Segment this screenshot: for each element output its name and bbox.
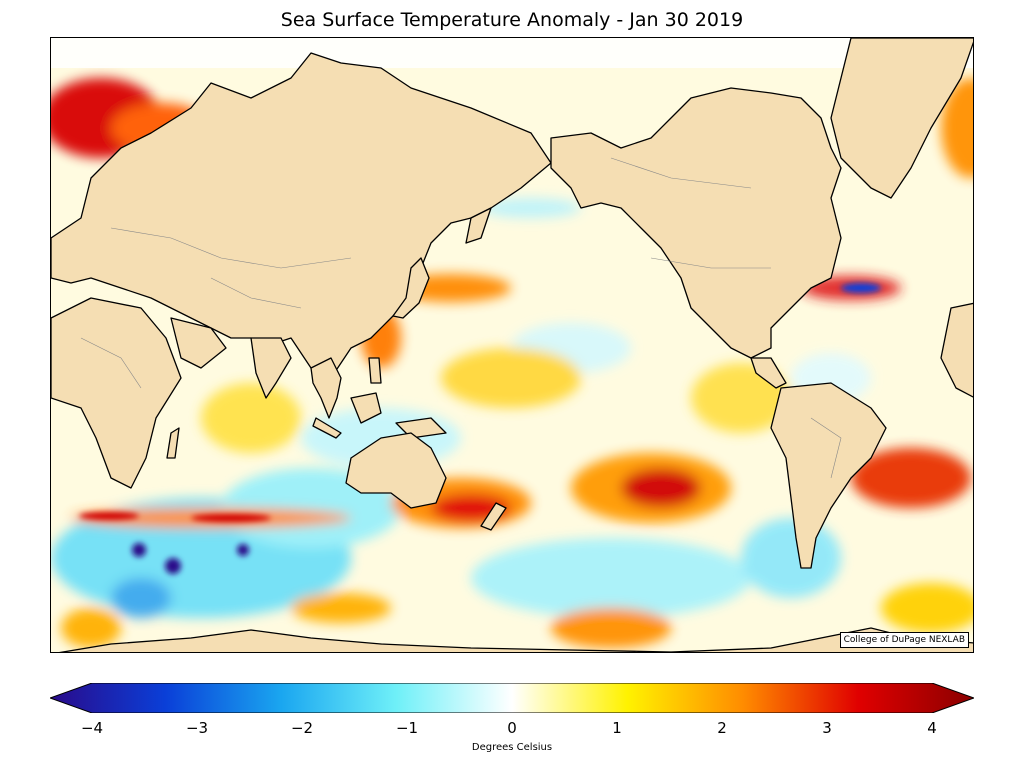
land-japan	[392, 257, 430, 319]
colorbar-tick-label: −4	[80, 719, 104, 737]
land-eurasia	[51, 52, 552, 379]
land-india	[250, 337, 292, 399]
land-sumatra	[312, 417, 342, 439]
colorbar	[50, 683, 974, 713]
land-central-america	[750, 357, 787, 389]
land-kamchatka	[465, 207, 492, 244]
map-canvas	[51, 38, 973, 652]
credit-label: College of DuPage NEXLAB	[839, 632, 969, 648]
land-australia	[345, 432, 447, 509]
land-north-america	[550, 87, 842, 359]
land-new-zealand	[480, 502, 507, 531]
colorbar-tick-label: 0	[507, 719, 517, 737]
land-madagascar	[166, 427, 180, 459]
land-africa	[51, 297, 182, 489]
land-arabia	[170, 317, 227, 369]
colorbar-label: Degrees Celsius	[471, 742, 553, 753]
colorbar-tick-label: 4	[927, 719, 937, 737]
land-se-asia	[310, 357, 342, 419]
colorbar-tick-label: −1	[395, 719, 419, 737]
land-borneo	[350, 392, 382, 424]
land-south-america	[770, 382, 887, 569]
sst-anomaly-map: College of DuPage NEXLAB	[50, 37, 974, 653]
colorbar-tick-label: 2	[717, 719, 727, 737]
land-west-africa-right	[940, 302, 973, 398]
land-masses	[51, 38, 973, 652]
country-borders	[80, 157, 842, 479]
colorbar-tick-label: −2	[290, 719, 314, 737]
colorbar-tick-label: 1	[612, 719, 622, 737]
land-philippines	[368, 357, 382, 384]
colorbar-tick-label: −3	[185, 719, 209, 737]
chart-title: Sea Surface Temperature Anomaly - Jan 30…	[280, 9, 744, 31]
colorbar-tick-label: 3	[822, 719, 832, 737]
land-greenland	[830, 38, 973, 199]
